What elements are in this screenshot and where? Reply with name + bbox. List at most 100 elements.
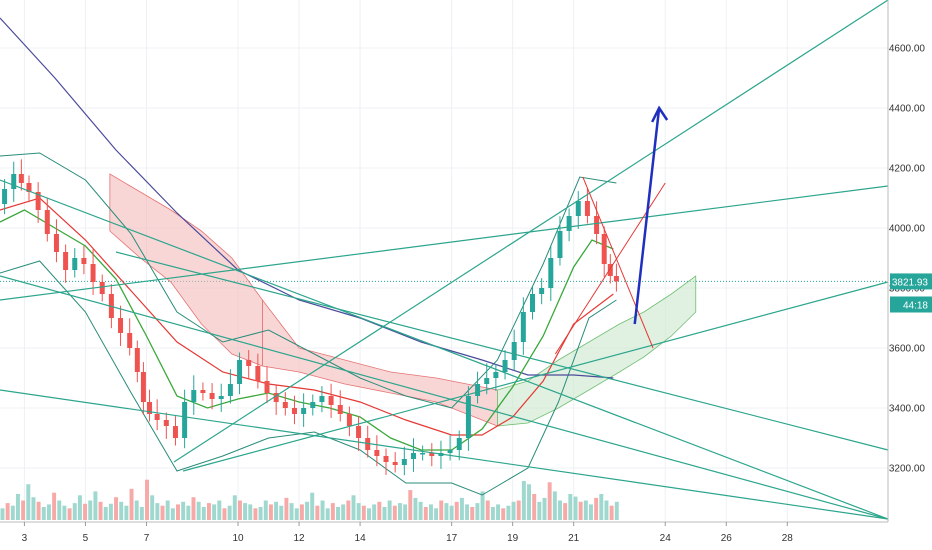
candle-up [310, 402, 316, 408]
volume-bar [542, 497, 547, 520]
volume-bar [336, 507, 341, 520]
trendline-fan-lower[interactable] [115, 251, 889, 451]
time-tick-label[interactable]: 5 [83, 533, 89, 544]
volume-bar [568, 494, 573, 520]
volume-bar [599, 494, 604, 520]
candle-up [237, 360, 243, 384]
candle-up [410, 453, 416, 459]
ma-long-line [0, 17, 614, 379]
volume-bar [330, 503, 335, 520]
candle-down [209, 393, 215, 399]
candle-down [26, 183, 32, 192]
candle-down [282, 402, 288, 408]
time-tick-label[interactable]: 3 [22, 533, 28, 544]
time-axis-ticks[interactable]: 3 5 7 10 12 14 17 19 21 24 26 28 [22, 522, 794, 544]
projection-arrow[interactable] [633, 105, 669, 325]
volume-bar [83, 503, 88, 520]
time-tick-label[interactable]: 10 [232, 533, 244, 544]
candle-down [383, 456, 389, 462]
volume-bars [0, 479, 619, 520]
volume-bar [387, 500, 392, 520]
wedge-line-upper[interactable] [582, 176, 654, 349]
candle-down [35, 192, 41, 210]
candle-down [63, 252, 69, 270]
candle-down [154, 414, 160, 420]
trendline-rising-lower[interactable] [182, 281, 889, 472]
price-tick-label[interactable]: 3400.00 [889, 404, 926, 415]
volume-bar [93, 491, 98, 520]
volume-bar [52, 492, 57, 520]
volume-bar [346, 500, 351, 520]
price-tick-label[interactable]: 3200.00 [889, 464, 926, 475]
volume-bar [21, 500, 26, 520]
volume-bar [196, 501, 201, 520]
candle-down [356, 426, 362, 438]
volume-bar [516, 500, 521, 520]
trendline-fan-mid[interactable] [0, 275, 889, 520]
volume-bar [341, 504, 346, 520]
volume-bar [465, 504, 470, 520]
trendline-rising-upper[interactable] [0, 185, 889, 301]
volume-bar [403, 504, 408, 520]
time-tick-label[interactable]: 24 [660, 533, 672, 544]
time-tick-label[interactable]: 28 [782, 533, 794, 544]
time-tick-label[interactable]: 7 [144, 533, 150, 544]
volume-bar [501, 508, 506, 520]
candle-up [447, 450, 453, 453]
candle-down [246, 360, 252, 366]
volume-bar [77, 495, 82, 520]
volume-bar [521, 481, 526, 520]
candle-up [218, 396, 224, 399]
time-tick-label[interactable]: 12 [293, 533, 305, 544]
volume-bar [284, 497, 289, 520]
bollinger-lower-line [0, 260, 617, 496]
candle-up [465, 396, 471, 438]
trendline-rising-steep[interactable] [173, 0, 889, 463]
time-tick-label[interactable]: 14 [355, 533, 367, 544]
cloud-span [262, 298, 498, 427]
candle-down [163, 420, 169, 426]
price-tick-label[interactable]: 4600.00 [889, 44, 926, 55]
volume-bar [480, 491, 485, 520]
trendline-upper-falling[interactable] [0, 179, 889, 520]
time-tick-label[interactable]: 26 [721, 533, 733, 544]
volume-bar [367, 508, 371, 520]
candle-down [134, 348, 140, 372]
volume-bar [165, 500, 170, 520]
volume-bar [614, 501, 619, 520]
volume-bar [263, 500, 268, 520]
volume-bar [119, 501, 124, 520]
price-tag-label: 3821.93 [892, 277, 929, 288]
candle-down [273, 393, 279, 402]
candle-down [99, 282, 105, 294]
trendlines[interactable] [0, 0, 889, 520]
time-tick-label[interactable]: 19 [507, 533, 519, 544]
time-tick-label[interactable]: 21 [568, 533, 580, 544]
candle-up [520, 312, 526, 342]
trendline-lower-falling[interactable] [0, 389, 889, 520]
volume-bar [552, 491, 557, 520]
projection-arrow-shaft[interactable] [633, 107, 661, 325]
volume-bar [191, 497, 196, 520]
price-tick-label[interactable]: 4400.00 [889, 104, 926, 115]
volume-bar [114, 497, 119, 520]
price-tag-box [890, 296, 932, 313]
candle-up [484, 378, 490, 384]
volume-bar [320, 500, 325, 520]
price-tick-label[interactable]: 4200.00 [889, 164, 926, 175]
volume-bar [351, 495, 356, 520]
volume-bar [217, 500, 222, 520]
volume-bar [222, 508, 227, 520]
candle-down [613, 276, 619, 282]
price-tick-label[interactable]: 4000.00 [889, 224, 926, 235]
candle-down [346, 414, 352, 426]
volume-bar [31, 497, 36, 520]
time-tick-label[interactable]: 17 [446, 533, 458, 544]
price-tick-label[interactable]: 3600.00 [889, 344, 926, 355]
candle-down [44, 210, 50, 234]
candle-down [53, 234, 59, 252]
projection-arrow-head[interactable] [651, 105, 669, 123]
volume-bar [268, 504, 273, 520]
volume-bar [573, 496, 578, 520]
